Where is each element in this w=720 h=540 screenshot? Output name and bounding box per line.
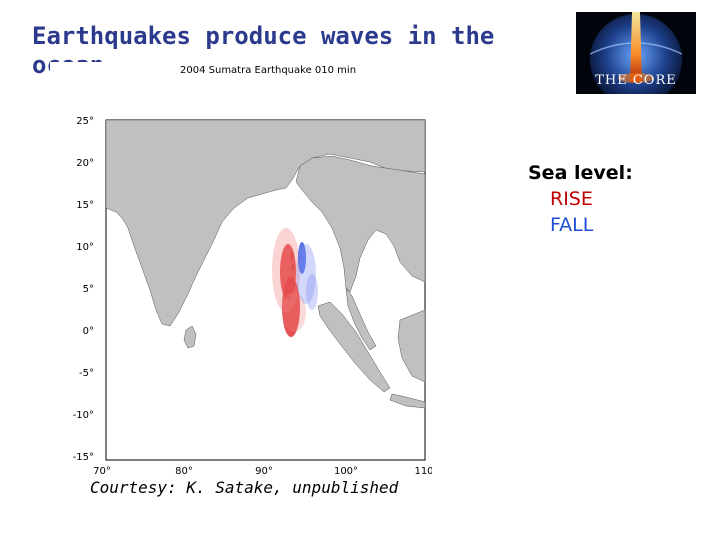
the-core-logo: THE CORE [576,12,696,106]
tsunami-map: 2004 Sumatra Earthquake 010 min [50,62,432,502]
y-tick: 10° [76,242,94,253]
land-masses [106,120,425,409]
map-caption: 2004 Sumatra Earthquake 010 min [180,65,356,76]
x-tick: 110 [414,466,432,477]
y-tick: 0° [83,326,94,337]
y-tick: 5° [83,284,94,295]
y-tick: 20° [76,158,94,169]
logo-text: THE CORE [595,73,677,88]
legend-fall: FALL [550,214,594,236]
y-tick: -5° [79,368,94,379]
x-axis-ticks: 70° 80° 90° 100° 110 [93,466,432,477]
legend-heading: Sea level: [528,162,633,184]
x-tick: 90° [255,466,273,477]
y-axis-ticks: 25° 20° 15° 10° 5° 0° -5° -10° -15° [73,116,94,463]
legend-rise: RISE [550,188,593,210]
y-tick: 15° [76,200,94,211]
tsunami-wave-field [272,228,318,337]
y-tick: -15° [73,452,94,463]
x-tick: 70° [93,466,111,477]
image-credit: Courtesy: K. Satake, unpublished [90,478,399,497]
y-tick: 25° [76,116,94,127]
sea-level-legend: Sea level: RISE FALL [528,160,633,238]
x-tick: 100° [334,466,358,477]
x-tick: 80° [175,466,193,477]
y-tick: -10° [73,410,94,421]
